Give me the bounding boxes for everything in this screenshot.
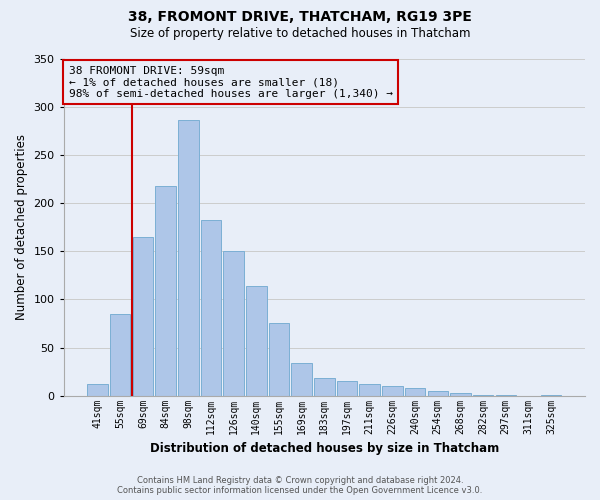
Text: Contains HM Land Registry data © Crown copyright and database right 2024.
Contai: Contains HM Land Registry data © Crown c… [118,476,482,495]
Bar [269,322,289,396]
Bar [155,186,176,396]
Bar [359,384,380,396]
Bar [292,363,312,396]
Bar [246,286,266,396]
Text: 38 FROMONT DRIVE: 59sqm
← 1% of detached houses are smaller (18)
98% of semi-det: 38 FROMONT DRIVE: 59sqm ← 1% of detached… [69,66,393,99]
Bar [541,394,562,396]
Bar [473,394,493,396]
Bar [428,391,448,396]
Text: Size of property relative to detached houses in Thatcham: Size of property relative to detached ho… [130,28,470,40]
Bar [133,237,153,396]
Bar [201,220,221,396]
Text: 38, FROMONT DRIVE, THATCHAM, RG19 3PE: 38, FROMONT DRIVE, THATCHAM, RG19 3PE [128,10,472,24]
Bar [88,384,108,396]
Bar [337,381,357,396]
Bar [110,314,130,396]
Bar [450,393,470,396]
Y-axis label: Number of detached properties: Number of detached properties [15,134,28,320]
Bar [223,252,244,396]
Bar [405,388,425,396]
Bar [178,120,199,396]
Bar [382,386,403,396]
Bar [314,378,335,396]
Bar [496,394,516,396]
X-axis label: Distribution of detached houses by size in Thatcham: Distribution of detached houses by size … [150,442,499,455]
